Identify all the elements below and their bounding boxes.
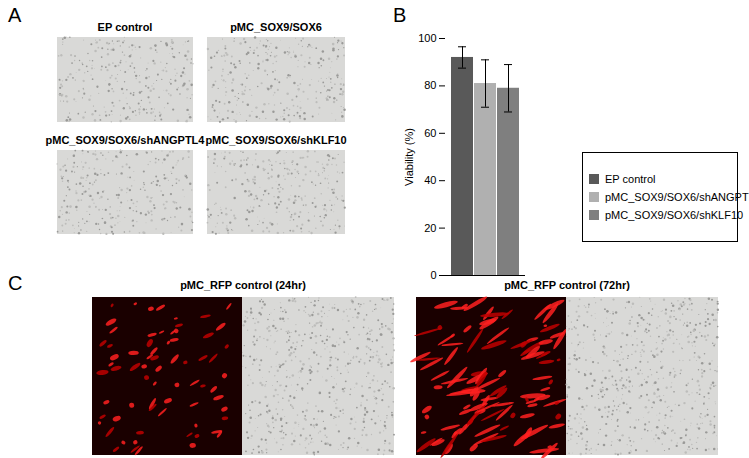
svg-text:pMC_RFP control (72hr): pMC_RFP control (72hr) xyxy=(504,279,630,291)
svg-text:A: A xyxy=(8,4,22,26)
html-text:EP control: EP control xyxy=(605,173,656,185)
svg-text:100: 100 xyxy=(418,32,436,44)
svg-text:pMC_SOX9/SOX6: pMC_SOX9/SOX6 xyxy=(230,21,322,33)
svg-text:40: 40 xyxy=(424,174,436,186)
svg-text:20: 20 xyxy=(424,222,436,234)
svg-text:C: C xyxy=(8,272,22,294)
svg-text:pMC_SOX9/SOX6/shKLF10: pMC_SOX9/SOX6/shKLF10 xyxy=(205,134,346,146)
svg-text:EP control: EP control xyxy=(98,21,153,33)
svg-text:80: 80 xyxy=(424,79,436,91)
html-text:pMC_SOX9/SOX6/shKLF10: pMC_SOX9/SOX6/shKLF10 xyxy=(605,209,744,221)
svg-text:Viability (%): Viability (%) xyxy=(403,128,415,186)
svg-text:60: 60 xyxy=(424,127,436,139)
svg-text:pMC_SOX9/SOX6/shANGPTL4: pMC_SOX9/SOX6/shANGPTL4 xyxy=(46,134,206,146)
svg-text:B: B xyxy=(393,4,406,26)
svg-text:0: 0 xyxy=(430,269,436,281)
svg-text:pMC_RFP control (24hr): pMC_RFP control (24hr) xyxy=(180,279,306,291)
